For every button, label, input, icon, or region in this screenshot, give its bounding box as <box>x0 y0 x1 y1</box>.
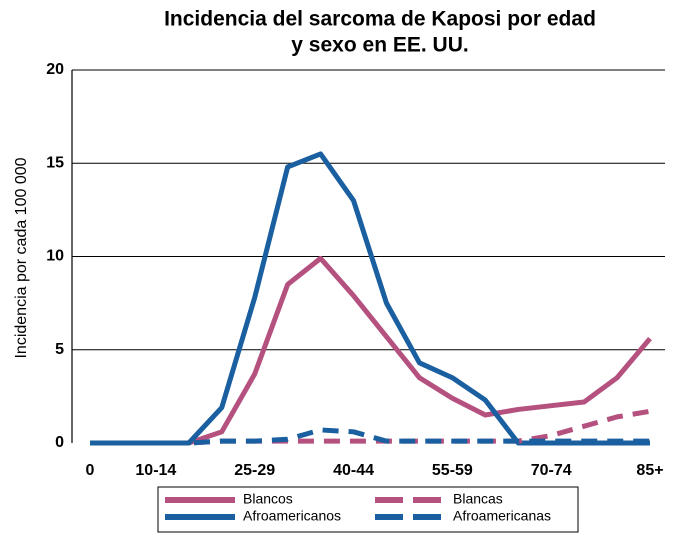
y-tick-label: 5 <box>55 341 64 358</box>
chart-title: y sexo en EE. UU. <box>291 34 468 57</box>
x-tick-label: 70-74 <box>531 462 572 479</box>
y-axis-label: Incidencia por cada 100 000 <box>13 157 30 358</box>
x-tick-label: 55-59 <box>432 462 473 479</box>
legend-label: Blancos <box>243 491 293 507</box>
y-tick-label: 15 <box>46 154 64 171</box>
legend-label: Afroamericanos <box>243 508 341 524</box>
series-line <box>90 427 650 446</box>
x-tick-label: 0 <box>86 462 95 479</box>
x-tick-label: 25-29 <box>234 462 275 479</box>
legend-label: Blancas <box>453 491 503 507</box>
y-tick-label: 10 <box>46 248 64 265</box>
legend-box <box>157 486 579 533</box>
chart-title: Incidencia del sarcoma de Kaposi por eda… <box>164 8 596 31</box>
series-line <box>90 255 652 446</box>
x-tick-label: 40-44 <box>333 462 374 479</box>
y-tick-label: 0 <box>55 434 64 451</box>
series-line <box>90 151 650 446</box>
legend-label: Afroamericanas <box>453 508 551 524</box>
x-tick-label: 10-14 <box>135 462 176 479</box>
x-tick-label: 85+ <box>636 462 663 479</box>
series-line <box>90 408 651 446</box>
y-tick-label: 20 <box>46 61 64 78</box>
